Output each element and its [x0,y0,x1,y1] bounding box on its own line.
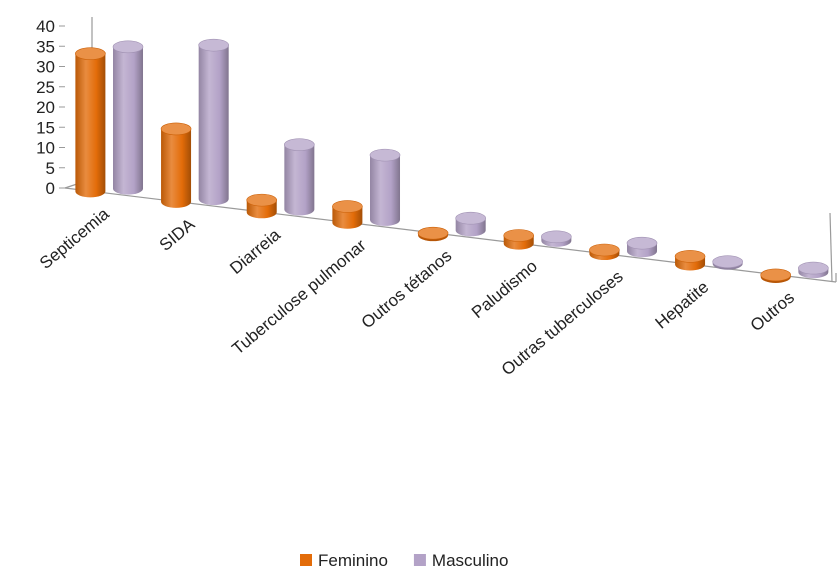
bar-top [198,38,229,52]
x-tick-label: Paludismo [468,256,541,322]
bar-body [284,144,315,216]
legend-item-masculino: Masculino [413,551,509,570]
bar-feminino-4 [417,226,449,242]
bar-body [75,53,106,198]
bar-masculino-0 [112,40,144,195]
x-tick-label: SIDA [156,214,199,254]
bar-feminino-7 [674,250,706,271]
bar-top [503,229,535,242]
bar-top [160,122,192,136]
bar-body [370,155,401,226]
y-tick-label: 25 [36,78,55,97]
bar-feminino-1 [160,122,192,208]
bar-body [113,46,144,195]
x-tick-label: Diarreia [226,225,284,278]
y-tick-label: 10 [36,139,55,158]
bar-masculino-5 [541,230,572,247]
y-tick-label: 30 [36,58,55,77]
bar-masculino-8 [798,261,829,279]
bar-feminino-6 [589,243,620,261]
bar-top [284,138,315,151]
legend-item-feminino: Feminino [300,551,388,570]
x-tick-label: Septicemia [36,204,113,273]
x-tick-label: Hepatite [652,277,713,332]
bar-top [75,47,106,60]
y-tick-label: 5 [46,159,55,178]
y-tick-label: 20 [36,98,55,117]
bar-masculino-6 [626,236,658,258]
bar-masculino-4 [455,211,486,237]
bar-top [369,148,401,162]
legend: Feminino Masculino [300,551,508,570]
legend-label: Feminino [318,551,388,570]
bar-feminino-8 [760,268,792,283]
bar-masculino-3 [369,148,401,226]
bar-top [541,230,572,244]
bar-feminino-3 [332,200,363,229]
bar-top [417,226,449,240]
bar-top [589,243,620,257]
x-tick-label: Outros [747,288,798,335]
bar-top [674,250,706,263]
y-tick-label: 15 [36,118,55,137]
bar-top [246,193,278,207]
legend-swatch [300,554,312,566]
bar-masculino-7 [712,255,743,270]
bar-feminino-5 [503,229,535,250]
legend-label: Masculino [432,551,509,570]
bar-top [760,268,792,282]
x-tick-label: Outros tétanos [358,246,456,332]
bars [75,38,829,283]
bar-feminino-2 [246,193,278,219]
bar-masculino-2 [284,138,315,216]
bar-feminino-0 [75,47,106,198]
bar-masculino-1 [198,38,229,206]
right-wall-edge [829,212,833,283]
y-tick-label: 40 [36,17,55,36]
y-tick-label: 0 [46,179,55,198]
bar-body [198,45,229,206]
bar-body [161,128,192,208]
bar-body [332,206,363,229]
bar-top [712,255,743,269]
bar-top [112,40,144,54]
y-tick-label: 35 [36,37,55,56]
bar-top [455,211,486,225]
bar-top [332,200,363,213]
floor-front-edge [64,187,837,283]
bar-top [798,261,829,275]
legend-swatch [413,554,426,566]
bar-top [626,236,658,250]
